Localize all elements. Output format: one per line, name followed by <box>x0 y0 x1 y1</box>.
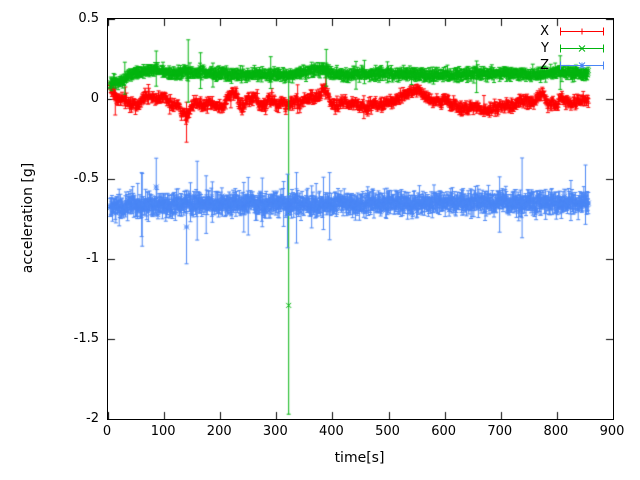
y-tick-label: -1.5 <box>73 331 99 346</box>
legend-entry-z: Z <box>540 57 606 74</box>
legend-label: X <box>540 24 549 39</box>
x-tick-label: 600 <box>431 424 457 439</box>
legend-entry-x: X <box>540 23 606 40</box>
x-tick-label: 100 <box>150 424 176 439</box>
x-tick-label: 400 <box>319 424 344 439</box>
x-tick-label: 800 <box>543 424 569 439</box>
x-axis-title: time[s] <box>334 450 385 466</box>
plot-canvas <box>108 19 613 419</box>
plus-marker-icon <box>560 27 604 36</box>
asterisk-marker-icon <box>560 61 604 70</box>
x-tick-label: 700 <box>487 424 513 439</box>
x-tick-label: 900 <box>599 424 625 439</box>
x-tick-label: 300 <box>262 424 288 439</box>
y-tick-label: -2 <box>86 411 99 426</box>
legend-entry-y: Y <box>540 40 606 57</box>
x-tick-label: 500 <box>375 424 400 439</box>
y-tick-label: 0 <box>90 91 99 106</box>
y-tick-label: -1 <box>86 251 99 266</box>
x-tick-label: 0 <box>102 424 112 439</box>
legend-label: Y <box>541 41 549 56</box>
cross-marker-icon <box>560 44 604 53</box>
y-tick-label: 0.5 <box>78 11 99 26</box>
legend-label: Z <box>540 58 549 73</box>
x-tick-label: 200 <box>206 424 232 439</box>
y-tick-label: -0.5 <box>73 171 99 186</box>
